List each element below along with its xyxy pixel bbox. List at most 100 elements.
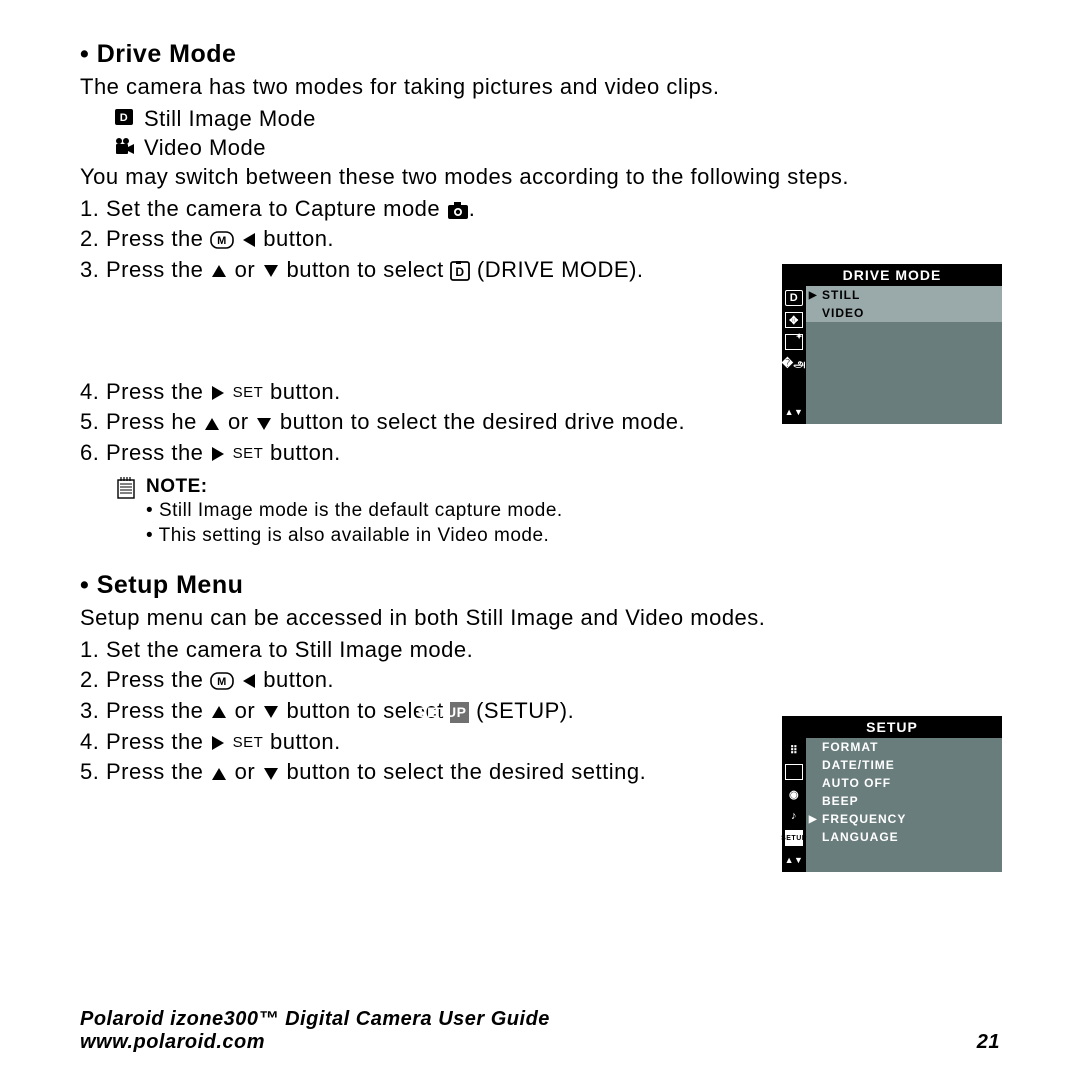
menu-label: BEEP <box>822 794 859 808</box>
m-button-icon <box>210 672 234 690</box>
step-text: button. <box>257 226 334 251</box>
lcd-menu: ▶ STILL VIDEO <box>806 286 1002 424</box>
set-label: SET <box>233 445 264 462</box>
page-number: 21 <box>977 1031 1000 1054</box>
d-box-icon <box>450 261 470 281</box>
switch-intro: You may switch between these two modes a… <box>80 163 1000 192</box>
step-text: or <box>228 409 255 434</box>
lcd-menu: FORMAT DATE/TIME AUTO OFF BEEP ▶ FREQUENC… <box>806 738 1002 872</box>
step-text: or <box>235 759 262 784</box>
step-text: button. <box>270 379 341 404</box>
menu-row: BEEP <box>806 792 1002 810</box>
setup-heading: Setup Menu <box>80 571 1000 600</box>
sidebar-autooff-icon: ◉ <box>785 786 803 802</box>
note-item: Still Image mode is the default capture … <box>146 498 563 524</box>
step-text: button. <box>257 667 334 692</box>
camera-icon <box>447 200 469 220</box>
step-text: button to select <box>286 257 450 282</box>
up-arrow-icon <box>210 766 228 782</box>
sidebar-d-icon: D <box>785 290 803 306</box>
step-text: Press the <box>106 698 210 723</box>
step-text: Press the <box>106 226 210 251</box>
note-item: This setting is also available in Video … <box>146 523 563 549</box>
step-2: Press the button. <box>80 224 1000 254</box>
step-text: Set the camera to Capture mode <box>106 196 447 221</box>
note-block: NOTE: Still Image mode is the default ca… <box>116 476 1000 549</box>
left-arrow-icon <box>241 231 257 249</box>
step-text: . <box>469 196 476 221</box>
sidebar-frequency-icon: SETUP <box>785 830 803 846</box>
step-2: Press the button. <box>80 665 1000 695</box>
step-text: Press he <box>106 409 203 434</box>
sidebar-setup-icon: �அ <box>785 356 803 372</box>
step-text: button to select the desired drive mode. <box>280 409 685 434</box>
down-arrow-icon <box>262 704 280 720</box>
mode-still-label: Still Image Mode <box>144 104 316 134</box>
step-text: Press the <box>106 440 210 465</box>
menu-row: FORMAT <box>806 738 1002 756</box>
triangle-right-icon: ▶ <box>808 814 818 825</box>
right-arrow-icon <box>210 384 226 402</box>
step-text: Press the <box>106 379 210 404</box>
lcd-sidebar: D ✥ ✦ �அ ▲▼ <box>782 286 806 424</box>
down-arrow-icon <box>262 766 280 782</box>
step-text: (DRIVE MODE). <box>477 257 644 282</box>
menu-label: DATE/TIME <box>822 758 895 772</box>
footer-url: www.polaroid.com <box>80 1031 550 1054</box>
lcd-setup: SETUP ⠿ ◉ ♪ SETUP ▲▼ FORMAT DATE/TIME AU… <box>782 716 1002 872</box>
right-arrow-icon <box>210 445 226 463</box>
sidebar-format-icon: ⠿ <box>785 742 803 758</box>
triangle-right-icon: ▶ <box>808 290 818 301</box>
step-text: (SETUP). <box>476 698 574 723</box>
sidebar-datetime-icon <box>785 764 803 780</box>
step-text: button. <box>270 729 341 754</box>
set-label: SET <box>233 734 264 751</box>
left-arrow-icon <box>241 672 257 690</box>
step-text: or <box>235 257 262 282</box>
mode-video-label: Video Mode <box>144 133 266 163</box>
sidebar-updown-icon: ▲▼ <box>785 852 803 868</box>
menu-label: LANGUAGE <box>822 830 899 844</box>
step-6: Press the SET button. <box>80 438 1000 468</box>
down-arrow-icon <box>262 263 280 279</box>
sidebar-updown-icon: ▲▼ <box>785 404 803 420</box>
menu-row: AUTO OFF <box>806 774 1002 792</box>
menu-row-still: ▶ STILL <box>806 286 1002 304</box>
setup-badge: SETUP <box>450 702 469 723</box>
step-text: Press the <box>106 759 210 784</box>
menu-row-video: VIDEO <box>806 304 1002 322</box>
step-text: or <box>235 698 262 723</box>
sidebar-expand-icon: ✥ <box>785 312 803 328</box>
page-footer: Polaroid izone300™ Digital Camera User G… <box>80 1008 1000 1054</box>
lcd-sidebar: ⠿ ◉ ♪ SETUP ▲▼ <box>782 738 806 872</box>
step-1: Set the camera to Capture mode . <box>80 194 1000 224</box>
up-arrow-icon <box>210 263 228 279</box>
menu-label: VIDEO <box>822 306 864 320</box>
m-button-icon <box>210 231 234 249</box>
still-image-icon <box>114 108 136 128</box>
menu-row: LANGUAGE <box>806 828 1002 846</box>
sidebar-beep-icon: ♪ <box>785 808 803 824</box>
footer-title: Polaroid izone300™ Digital Camera User G… <box>80 1008 550 1031</box>
lcd-title: DRIVE MODE <box>782 264 1002 286</box>
menu-row: DATE/TIME <box>806 756 1002 774</box>
setup-intro: Setup menu can be accessed in both Still… <box>80 604 1000 633</box>
menu-label: STILL <box>822 288 860 302</box>
menu-label: FREQUENCY <box>822 812 906 826</box>
step-text: Press the <box>106 729 210 754</box>
step-text: button to select the desired setting. <box>286 759 646 784</box>
menu-label: FORMAT <box>822 740 878 754</box>
drive-mode-heading: Drive Mode <box>80 40 1000 69</box>
sidebar-display-icon: ✦ <box>785 334 803 350</box>
lcd-title: SETUP <box>782 716 1002 738</box>
up-arrow-icon <box>203 416 221 432</box>
set-label: SET <box>233 384 264 401</box>
step-text: Press the <box>106 667 210 692</box>
right-arrow-icon <box>210 734 226 752</box>
menu-row: ▶ FREQUENCY <box>806 810 1002 828</box>
menu-label: AUTO OFF <box>822 776 891 790</box>
mode-list: Still Image Mode Video Mode <box>114 104 1000 163</box>
up-arrow-icon <box>210 704 228 720</box>
video-mode-icon <box>114 138 136 158</box>
lcd-drive-mode: DRIVE MODE D ✥ ✦ �அ ▲▼ ▶ STILL VIDEO <box>782 264 1002 424</box>
